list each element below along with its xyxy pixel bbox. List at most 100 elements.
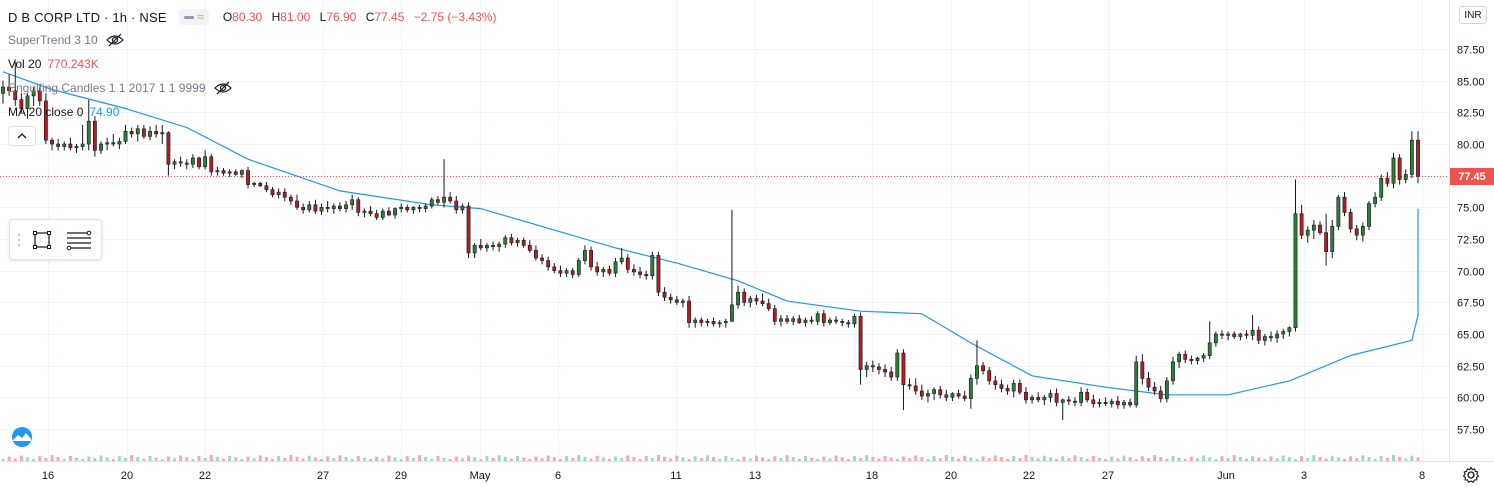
- candle-body: [399, 207, 404, 209]
- volume-bar: [1030, 456, 1034, 461]
- volume-bar: [203, 457, 207, 461]
- volume-bar: [1361, 455, 1365, 461]
- candle: [1379, 174, 1384, 201]
- candle-body: [638, 271, 642, 275]
- legend-volume[interactable]: Vol 20 770.243K: [8, 55, 99, 73]
- gear-icon[interactable]: [1462, 466, 1480, 484]
- legend-toggle-pill[interactable]: ≈: [178, 9, 209, 25]
- volume-bar: [1055, 459, 1059, 461]
- volume-bar: [320, 459, 324, 461]
- candle-body: [178, 161, 183, 164]
- candle: [1017, 379, 1022, 395]
- candle: [877, 363, 881, 375]
- candle: [1140, 354, 1145, 385]
- rectangle-tool-button[interactable]: [25, 223, 59, 257]
- volume-bar: [895, 459, 899, 461]
- candle-body: [1183, 353, 1188, 360]
- candle-body: [968, 378, 973, 399]
- volume-bar: [1189, 456, 1193, 461]
- candle: [583, 245, 587, 265]
- time-tick-label: 20: [121, 470, 133, 482]
- tradingview-logo-icon[interactable]: [8, 427, 36, 447]
- candle-body: [1017, 383, 1022, 393]
- candle: [1330, 220, 1335, 258]
- indicator-label[interactable]: Engulfing Candles 1 1 2017 1 1 9999: [8, 81, 206, 95]
- volume-bar: [7, 456, 11, 461]
- volume-bar: [957, 458, 961, 461]
- volume-bar: [197, 456, 201, 461]
- indicator-label[interactable]: MA 20 close 0: [8, 105, 84, 119]
- candle: [625, 254, 630, 274]
- volume-bar: [871, 456, 875, 461]
- candle: [1073, 397, 1077, 407]
- candle: [1189, 355, 1194, 365]
- candle-body: [56, 143, 61, 147]
- indicator-label[interactable]: SuperTrend 3 10: [8, 33, 98, 47]
- candle: [1201, 353, 1206, 362]
- collapse-legend-button[interactable]: [8, 126, 36, 146]
- candle-body: [558, 270, 563, 274]
- candle-body: [295, 200, 299, 208]
- candle-body: [766, 303, 771, 309]
- volume-bar: [332, 458, 336, 461]
- legend-engulfing[interactable]: Engulfing Candles 1 1 2017 1 1 9999: [8, 79, 232, 97]
- candle-body: [154, 131, 159, 135]
- volume-bar: [1251, 455, 1255, 461]
- volume-bar: [865, 455, 869, 461]
- volume-bar: [810, 457, 814, 461]
- candle-body: [1195, 357, 1200, 361]
- candle: [1409, 131, 1414, 179]
- fib-tool-button[interactable]: [59, 223, 99, 257]
- legend-ma[interactable]: MA 20 close 0 74.90: [8, 103, 119, 121]
- volume-bar: [901, 456, 905, 461]
- candle-body: [411, 207, 416, 211]
- drag-handle[interactable]: [13, 233, 25, 246]
- wave-icon[interactable]: ≈: [196, 9, 204, 24]
- candle: [1213, 331, 1218, 347]
- candle: [264, 182, 269, 193]
- price-tick-label: 87.50: [1457, 45, 1485, 57]
- volume-bar: [1195, 458, 1199, 461]
- candle: [123, 125, 128, 144]
- floating-drawing-toolbar[interactable]: [9, 219, 102, 260]
- candle: [1287, 326, 1292, 337]
- indicator-label[interactable]: Vol 20: [8, 57, 42, 71]
- candle-body: [864, 365, 869, 370]
- eye-slash-icon[interactable]: [105, 33, 124, 47]
- candle: [674, 296, 679, 305]
- candle: [1226, 331, 1231, 341]
- volume-bar: [540, 458, 544, 461]
- candle: [86, 99, 91, 151]
- candle: [546, 256, 551, 271]
- volume-bar: [767, 459, 771, 461]
- candle-body: [117, 141, 122, 145]
- volume-bar: [791, 456, 795, 461]
- volume-bar: [252, 458, 256, 461]
- candle-body: [625, 257, 630, 270]
- volume-bar: [669, 458, 673, 461]
- volume-bar: [1349, 456, 1353, 461]
- candle: [331, 203, 336, 214]
- candle-body: [246, 170, 250, 185]
- volume-bar: [228, 455, 232, 461]
- legend-supertrend[interactable]: SuperTrend 3 10: [8, 31, 124, 49]
- candle: [43, 93, 48, 144]
- candle: [350, 194, 355, 210]
- symbol-title[interactable]: D B CORP LTD · 1h · NSE: [8, 9, 167, 25]
- candle-body: [68, 143, 73, 149]
- candle-body: [1097, 402, 1102, 404]
- candle-body: [1342, 196, 1347, 213]
- currency-label[interactable]: INR: [1459, 6, 1487, 24]
- candle-body: [809, 319, 814, 322]
- minus-icon[interactable]: [183, 15, 194, 19]
- candle: [56, 138, 61, 151]
- time-tick-label: 22: [1023, 470, 1035, 482]
- candle: [387, 207, 391, 217]
- volume-bar: [362, 457, 366, 461]
- eye-slash-icon[interactable]: [213, 81, 232, 95]
- candle: [344, 201, 348, 213]
- candle: [417, 204, 422, 213]
- candle-body: [901, 352, 906, 385]
- candle-body: [589, 250, 593, 268]
